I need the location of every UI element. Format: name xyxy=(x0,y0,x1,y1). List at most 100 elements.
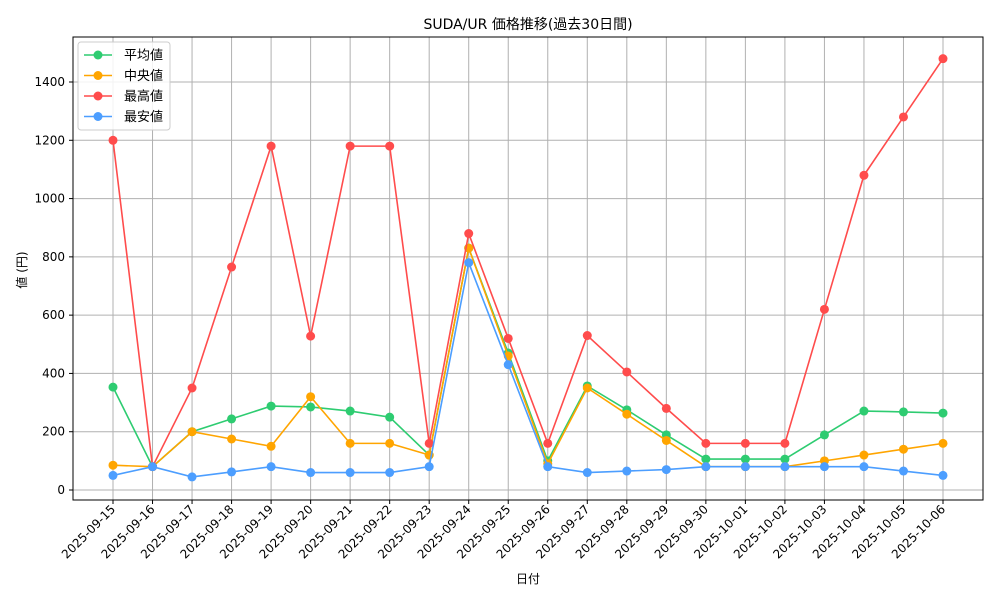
data-point xyxy=(306,402,316,412)
data-point xyxy=(819,304,829,314)
series-line xyxy=(112,245,944,468)
legend-label: 平均値 xyxy=(124,48,163,64)
y-axis-label: 値 (円) xyxy=(14,251,29,288)
grid xyxy=(73,37,983,500)
data-point xyxy=(187,427,197,437)
data-point xyxy=(108,470,118,480)
plot-frame xyxy=(72,36,984,501)
legend-box xyxy=(77,41,171,131)
data-point xyxy=(859,170,869,180)
legend-marker xyxy=(93,50,103,60)
data-point xyxy=(938,54,948,64)
data-point xyxy=(582,468,592,478)
series-group xyxy=(108,54,948,482)
data-point xyxy=(543,462,553,472)
series-line xyxy=(112,259,944,478)
data-point xyxy=(701,462,711,472)
data-point xyxy=(740,454,750,464)
data-point xyxy=(424,462,434,472)
chart-title: SUDA/UR 価格推移(過去30日間) xyxy=(423,17,632,33)
data-point xyxy=(385,412,395,422)
series-line xyxy=(112,245,944,468)
data-point xyxy=(740,462,750,472)
legend-marker xyxy=(93,91,103,101)
data-point xyxy=(266,141,276,151)
data-point xyxy=(622,409,632,419)
data-point xyxy=(898,407,908,417)
data-point xyxy=(227,434,237,444)
data-point xyxy=(661,465,671,475)
data-point xyxy=(306,468,316,478)
data-point xyxy=(424,438,434,448)
legend-label: 最高値 xyxy=(124,89,163,105)
data-point xyxy=(266,462,276,472)
data-point xyxy=(859,462,869,472)
data-point xyxy=(385,141,395,151)
data-point xyxy=(266,441,276,451)
data-point xyxy=(780,454,790,464)
data-point xyxy=(819,462,829,472)
y-tick-label: 1400 xyxy=(34,75,65,89)
data-point xyxy=(503,360,513,370)
data-point xyxy=(819,430,829,440)
data-point xyxy=(661,403,671,413)
data-point xyxy=(464,229,474,239)
y-tick-label: 800 xyxy=(42,250,65,264)
data-point xyxy=(464,258,474,268)
y-axis: 0 200 400 600 800 1000 1200 1400 xyxy=(34,75,73,497)
data-point xyxy=(661,435,671,445)
data-point xyxy=(898,444,908,454)
legend-label: 中央値 xyxy=(124,68,163,84)
data-point xyxy=(227,414,237,424)
y-tick-label: 1000 xyxy=(34,192,65,206)
y-tick-label: 200 xyxy=(42,425,65,439)
data-point xyxy=(780,462,790,472)
data-point xyxy=(345,406,355,416)
data-point xyxy=(859,406,869,416)
data-point xyxy=(187,383,197,393)
data-point xyxy=(859,450,869,460)
x-axis: 2025-09-152025-09-162025-09-172025-09-18… xyxy=(59,500,948,561)
data-point xyxy=(108,135,118,145)
data-point xyxy=(345,438,355,448)
y-tick-label: 0 xyxy=(57,483,65,497)
data-point xyxy=(938,470,948,480)
data-point xyxy=(108,460,118,470)
data-point xyxy=(306,392,316,402)
data-point xyxy=(108,382,118,392)
data-point xyxy=(780,438,790,448)
data-point xyxy=(582,383,592,393)
x-axis-label: 日付 xyxy=(516,572,540,586)
data-point xyxy=(622,367,632,377)
legend-marker xyxy=(93,112,103,121)
legend-label: 最安値 xyxy=(124,109,163,125)
data-point xyxy=(148,462,158,472)
data-point xyxy=(898,112,908,122)
data-point xyxy=(345,468,355,478)
data-point xyxy=(385,438,395,448)
data-point xyxy=(622,466,632,476)
series-line xyxy=(112,58,944,470)
data-point xyxy=(740,438,750,448)
data-point xyxy=(898,466,908,476)
y-tick-label: 600 xyxy=(42,308,65,322)
data-point xyxy=(701,454,711,464)
data-point xyxy=(385,468,395,478)
data-point xyxy=(938,408,948,418)
data-point xyxy=(582,331,592,341)
data-point xyxy=(503,333,513,343)
legend-marker xyxy=(93,71,103,80)
y-tick-label: 1200 xyxy=(34,133,65,147)
data-point xyxy=(187,472,197,482)
data-point xyxy=(227,262,237,272)
data-point xyxy=(345,141,355,151)
data-point xyxy=(701,438,711,448)
data-point xyxy=(227,467,237,477)
y-tick-label: 400 xyxy=(42,366,65,380)
data-point xyxy=(306,331,316,341)
data-point xyxy=(266,401,276,411)
data-point xyxy=(938,438,948,448)
